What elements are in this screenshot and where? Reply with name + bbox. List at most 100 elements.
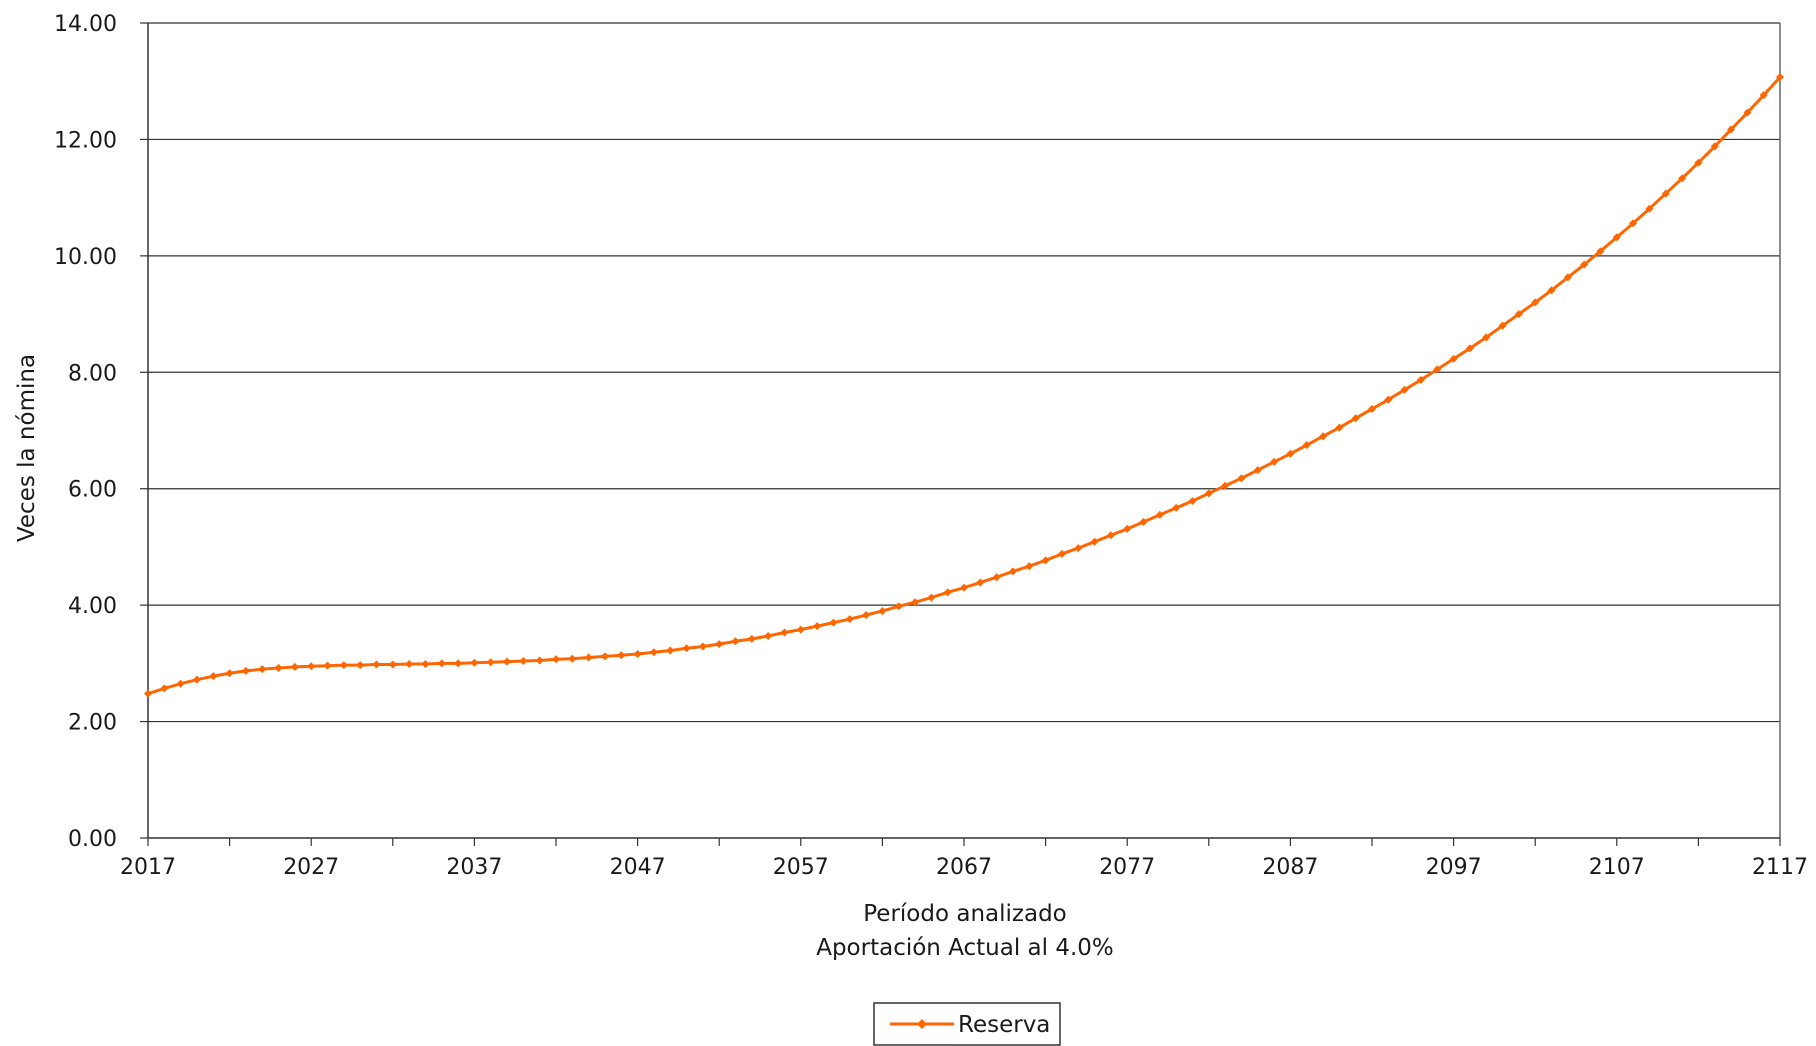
data-point-marker	[258, 665, 267, 674]
data-point-marker	[1221, 481, 1230, 490]
data-point-marker	[862, 611, 871, 620]
data-point-marker	[535, 656, 544, 665]
x-tick-label: 2017	[120, 855, 176, 880]
axes	[140, 22, 1781, 846]
data-point-marker	[1384, 395, 1393, 404]
data-point-marker	[960, 583, 968, 592]
x-tick-label: 2037	[446, 855, 502, 880]
data-point-marker	[1596, 247, 1605, 256]
data-point-marker	[1204, 489, 1213, 498]
y-axis-title: Veces la nómina	[14, 354, 40, 542]
data-point-marker	[144, 689, 152, 698]
data-point-marker	[813, 622, 822, 631]
data-point-marker	[1482, 333, 1491, 342]
data-point-marker	[1776, 73, 1784, 82]
data-point-marker	[1514, 310, 1523, 319]
data-point-marker	[1629, 219, 1638, 228]
data-point-marker	[290, 662, 299, 671]
y-tick-label: 8.00	[68, 361, 117, 386]
data-point-marker	[1302, 441, 1311, 450]
x-tick-label: 2107	[1589, 855, 1645, 880]
y-tick-label: 10.00	[54, 245, 117, 270]
data-point-marker	[405, 659, 414, 668]
data-point-marker	[1319, 432, 1328, 441]
data-point-marker	[1694, 158, 1703, 167]
series-line-reserva	[147, 76, 1782, 696]
x-tick-label: 2027	[283, 855, 339, 880]
x-tick-label: 2117	[1752, 855, 1808, 880]
data-point-marker	[943, 588, 952, 597]
data-point-marker	[731, 637, 740, 646]
data-point-marker	[682, 644, 691, 653]
data-point-marker	[1123, 524, 1132, 533]
data-point-marker	[927, 593, 936, 602]
data-point-marker	[568, 654, 577, 663]
data-point-marker	[747, 634, 756, 643]
legend-label: Reserva	[958, 1012, 1050, 1038]
data-point-marker	[503, 657, 512, 666]
data-point-marker	[176, 679, 185, 688]
data-point-marker	[829, 618, 838, 627]
data-point-marker	[878, 606, 887, 615]
data-point-marker	[584, 653, 593, 662]
data-point-marker	[1237, 474, 1246, 483]
data-point-marker	[1449, 354, 1458, 363]
data-point-marker	[698, 642, 707, 651]
data-point-marker	[1188, 496, 1197, 505]
data-point-marker	[421, 659, 430, 668]
data-point-marker	[715, 640, 724, 649]
data-point-marker	[1090, 537, 1099, 546]
data-point-marker	[323, 661, 332, 670]
data-point-marker	[241, 666, 250, 675]
x-axis-title: Período analizado	[863, 901, 1067, 927]
y-tick-label: 12.00	[54, 128, 117, 153]
data-point-marker	[160, 684, 169, 693]
data-point-marker	[666, 646, 675, 655]
data-point-marker	[1270, 457, 1279, 466]
grid-lines	[148, 22, 1780, 723]
data-point-marker	[1580, 260, 1589, 269]
data-point-marker	[992, 573, 1001, 582]
data-point-marker	[1025, 562, 1034, 571]
data-point-marker	[356, 661, 365, 670]
data-point-marker	[911, 598, 920, 607]
data-point-marker	[1727, 125, 1736, 134]
data-point-marker	[1645, 204, 1654, 213]
data-point-marker	[796, 625, 805, 634]
data-point-marker	[1074, 544, 1083, 553]
data-point-marker	[1498, 321, 1507, 330]
y-tick-label: 6.00	[68, 478, 117, 503]
data-point-marker	[894, 602, 903, 611]
data-point-marker	[1465, 344, 1474, 353]
data-point-marker	[1057, 549, 1066, 558]
data-point-marker	[1351, 414, 1360, 423]
y-tick-label: 0.00	[68, 827, 117, 852]
data-point-marker	[1106, 531, 1115, 540]
data-point-marker	[1008, 567, 1017, 576]
data-point-marker	[617, 651, 626, 660]
data-point-marker	[1759, 91, 1768, 100]
x-tick-label: 2087	[1262, 855, 1318, 880]
x-axis-subtitle: Aportación Actual al 4.0%	[816, 935, 1114, 961]
data-point-marker	[225, 669, 234, 678]
data-point-marker	[519, 657, 528, 666]
data-point-marker	[1710, 142, 1719, 151]
data-point-marker	[552, 655, 560, 664]
data-point-marker	[274, 664, 283, 673]
x-tick-label: 2097	[1426, 855, 1482, 880]
data-point-marker	[307, 662, 316, 671]
data-point-marker	[976, 578, 985, 587]
data-point-marker	[209, 672, 218, 681]
series-layer	[144, 73, 1784, 698]
data-point-marker	[339, 661, 348, 670]
data-point-marker	[1416, 375, 1425, 384]
data-point-marker	[1547, 286, 1556, 295]
tick-labels: 0.00 2.00 4.00 6.00 8.00 10.00 12.00 14.00 2017 2…	[54, 12, 1808, 880]
y-tick-label: 14.00	[54, 12, 117, 37]
data-point-marker	[1172, 503, 1181, 512]
data-point-marker	[764, 631, 773, 640]
data-point-marker	[1286, 449, 1295, 458]
data-point-marker	[780, 628, 789, 637]
data-point-marker	[1253, 466, 1262, 475]
data-point-marker	[600, 652, 609, 661]
